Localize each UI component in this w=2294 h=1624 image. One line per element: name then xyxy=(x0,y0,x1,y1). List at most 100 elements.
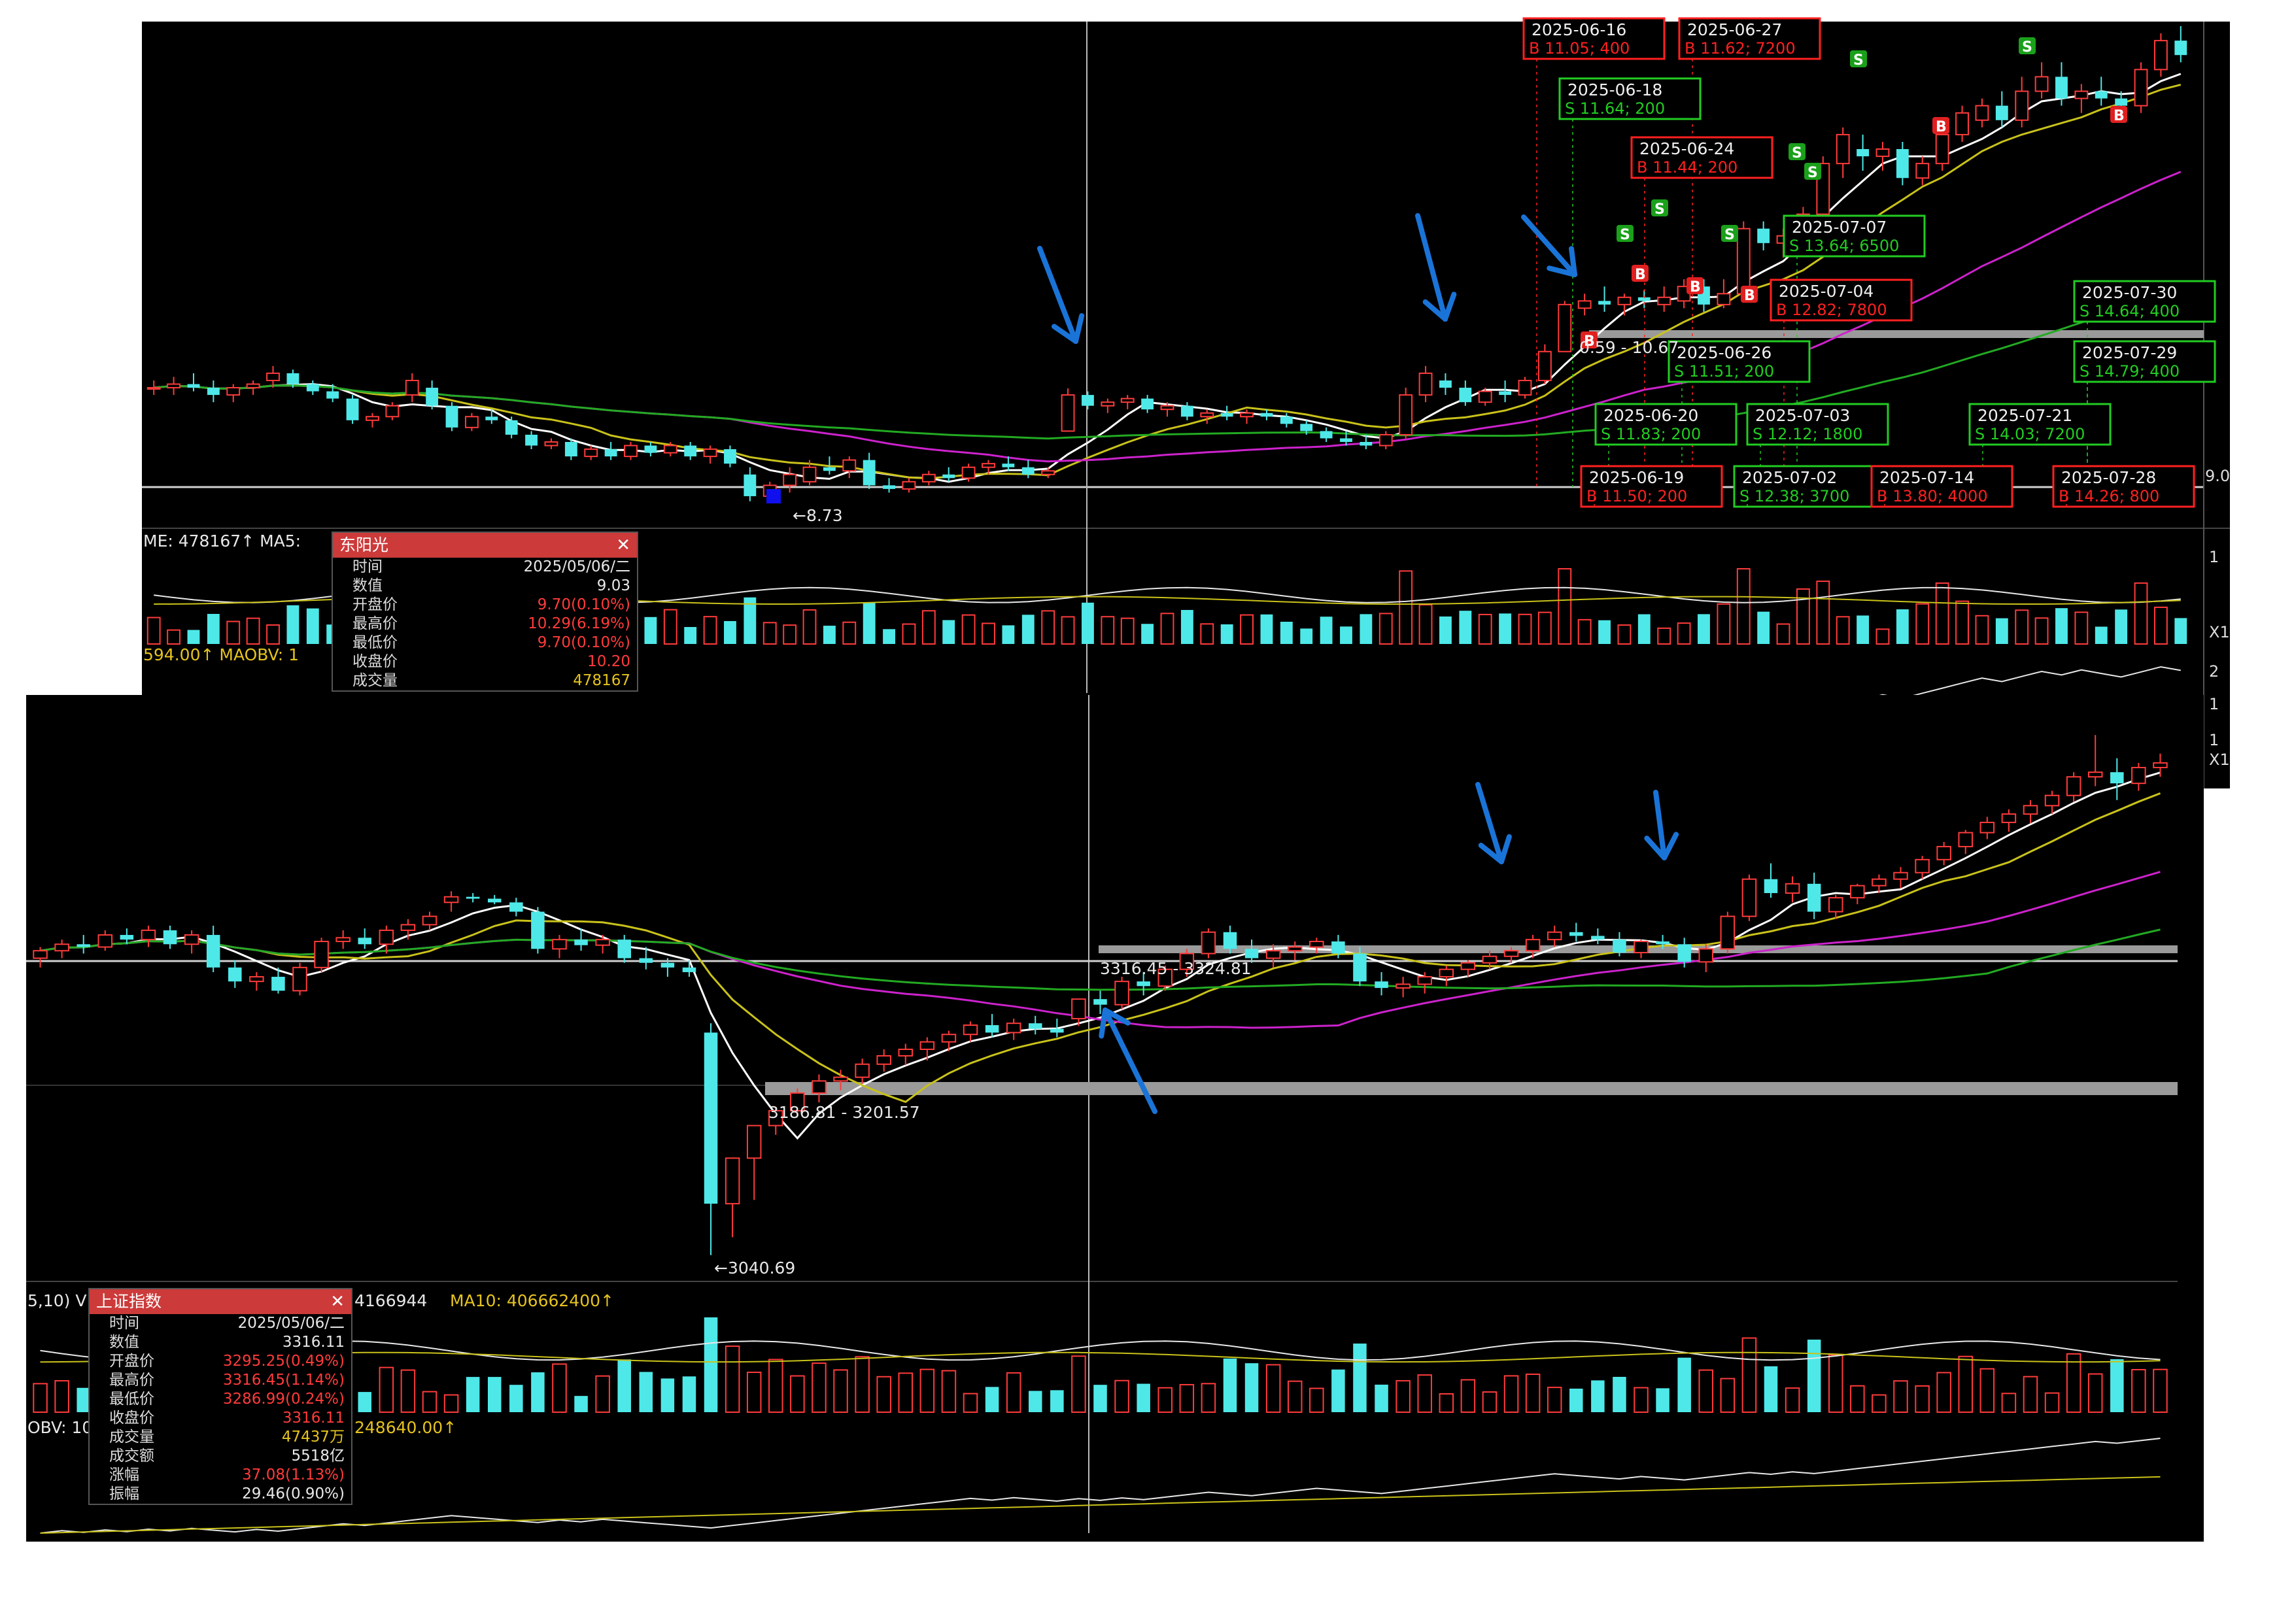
stock-candle xyxy=(902,478,916,493)
stock-volume-bar xyxy=(1955,600,1969,645)
trade-detail: S 11.83; 200 xyxy=(1601,425,1701,443)
trade-annotation: 2025-07-04B 12.82; 7800 xyxy=(1770,279,1913,487)
index-candle xyxy=(531,907,545,954)
index-candle xyxy=(1157,965,1173,991)
stock-volume-bar xyxy=(1975,615,1989,645)
info-row: 振幅 29.46(0.90%) xyxy=(90,1485,351,1504)
info-label: 开盘价 xyxy=(109,1353,154,1370)
index-candle xyxy=(97,930,113,951)
index-candle xyxy=(1223,925,1237,954)
index-volume-bar xyxy=(1656,1388,1669,1412)
stock-volume-bar xyxy=(1021,615,1035,644)
index-volume-bar xyxy=(1936,1372,1951,1413)
stock-candle xyxy=(1120,395,1135,410)
index-volume-bar xyxy=(985,1387,999,1412)
index-candle xyxy=(77,935,90,954)
axis-label: 1 xyxy=(2209,548,2219,566)
index-candle xyxy=(617,935,631,963)
info-row: 时间 2025/05/06/二 xyxy=(333,558,637,577)
index-volume-bar xyxy=(1395,1379,1411,1413)
close-icon[interactable]: ✕ xyxy=(616,535,630,555)
index-candle xyxy=(1850,883,1865,905)
index-volume-bar xyxy=(2001,1393,2017,1413)
index-info-popup[interactable]: 上证指数 ✕ 时间 2025/05/06/二 数值 3316.11 开盘价 3295.25(… xyxy=(88,1288,352,1505)
index-candle xyxy=(1656,935,1669,949)
trade-date: 2025-07-02 xyxy=(1742,468,1837,487)
trade-annotation: 2025-07-02S 12.38; 3700 xyxy=(1733,465,1876,508)
index-volume-bar xyxy=(1114,1379,1129,1413)
index-volume-bar xyxy=(1223,1358,1237,1412)
index-candle xyxy=(33,947,48,968)
index-volume-bar xyxy=(1006,1372,1021,1413)
trade-detail: B 11.62; 7200 xyxy=(1685,39,1796,58)
index-candle xyxy=(833,1070,848,1091)
index-volume-bar xyxy=(1893,1380,1908,1413)
index-candle xyxy=(768,1107,783,1135)
index-candle xyxy=(1395,977,1411,998)
trade-annotation: 2025-07-14B 13.80; 4000 xyxy=(1870,465,2013,508)
info-label: 振幅 xyxy=(109,1485,139,1502)
index-candle xyxy=(1958,830,1973,854)
marker-letter: B xyxy=(1936,119,1947,135)
stock-candle xyxy=(1439,373,1452,396)
stock-volume-bar xyxy=(1857,615,1870,644)
index-candle xyxy=(1764,863,1778,898)
index-volume-bar xyxy=(595,1375,610,1413)
stock-volume-bar xyxy=(921,610,936,645)
info-label: 时间 xyxy=(109,1315,139,1332)
index-candle xyxy=(2066,772,2081,802)
stock-candle xyxy=(1717,279,1731,309)
index-volume-bar xyxy=(466,1377,480,1412)
stock-candle xyxy=(1320,427,1333,442)
stock-volume-bar xyxy=(1082,602,1094,644)
index-candle xyxy=(919,1037,935,1061)
marker-letter: B xyxy=(1584,333,1595,350)
stock-volume-bar xyxy=(1439,616,1452,644)
index-obv-header: OBV: 10 xyxy=(27,1418,92,1437)
stock-volume-bar xyxy=(1736,568,1751,645)
info-value: 5518亿 xyxy=(291,1447,345,1464)
index-volume-bar xyxy=(2087,1373,2103,1413)
stock-volume-bar xyxy=(1717,603,1731,645)
stock-candle xyxy=(1518,377,1532,399)
index-candle xyxy=(725,1157,740,1238)
trade-annotation: 2025-07-07S 13.64; 6500 xyxy=(1783,214,1926,487)
index-candle xyxy=(1460,960,1476,977)
index-candle xyxy=(941,1030,957,1051)
index-candle xyxy=(1244,939,1259,963)
stock-candle xyxy=(1082,391,1094,410)
axis-label: 1 xyxy=(2209,731,2219,749)
stock-candle xyxy=(1101,398,1115,413)
index-candle xyxy=(1893,867,1908,888)
index-candle xyxy=(1114,977,1129,1009)
stock-volume-bar xyxy=(1101,616,1115,645)
stock-candle xyxy=(226,384,241,403)
index-candle xyxy=(1525,935,1541,958)
index-candle xyxy=(682,960,696,977)
info-value: 37.08(1.13%) xyxy=(242,1466,345,1483)
index-volume-bar xyxy=(2110,1359,2124,1412)
stock-candle xyxy=(1617,294,1632,316)
index-volume-bar xyxy=(1850,1385,1865,1413)
stock-candle xyxy=(1896,141,1909,186)
index-candle xyxy=(228,960,242,989)
stock-candle xyxy=(207,380,220,403)
index-candle xyxy=(1439,965,1454,987)
index-volume-bar xyxy=(1872,1394,1887,1413)
stock-candle xyxy=(1955,105,1969,142)
index-candle xyxy=(2044,790,2060,815)
trade-detail: S 12.12; 1800 xyxy=(1753,425,1862,443)
close-icon[interactable]: ✕ xyxy=(330,1292,345,1311)
stock-candle xyxy=(2015,76,2029,127)
trade-detail: B 11.50; 200 xyxy=(1586,487,1687,505)
index-volume-bar xyxy=(812,1362,827,1413)
index-candle xyxy=(855,1058,870,1084)
trade-date: 2025-06-18 xyxy=(1567,80,1662,99)
trade-detail: B 12.82; 7800 xyxy=(1776,301,1887,319)
stock-info-popup[interactable]: 东阳光 ✕ 时间 2025/05/06/二 数值 9.03 开盘价 9.70(0.10%) 最… xyxy=(332,532,638,692)
stock-volume-bar xyxy=(1776,623,1790,645)
stock-candle xyxy=(1836,127,1850,178)
info-label: 成交量 xyxy=(352,672,398,689)
stock-candle xyxy=(1300,420,1313,435)
info-label: 数值 xyxy=(352,577,383,594)
